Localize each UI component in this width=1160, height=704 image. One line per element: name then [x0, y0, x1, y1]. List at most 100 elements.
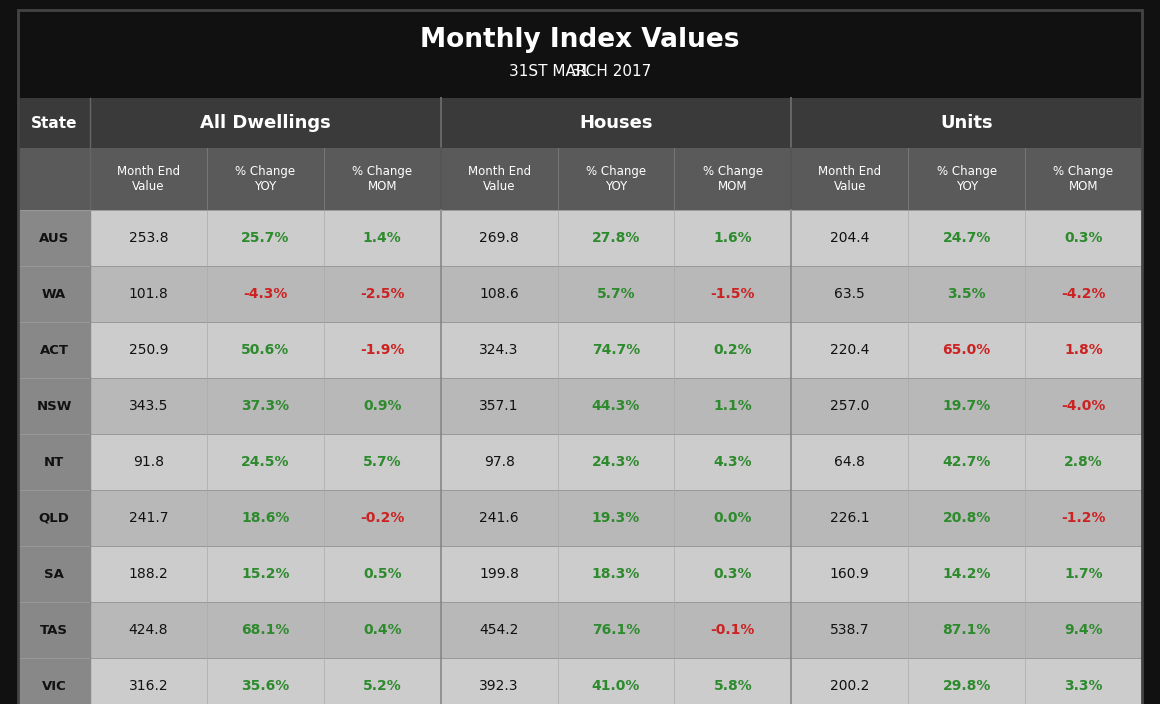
- Text: QLD: QLD: [38, 512, 70, 524]
- Text: Month End
Value: Month End Value: [818, 165, 882, 193]
- Text: TAS: TAS: [39, 624, 68, 636]
- Text: 269.8: 269.8: [479, 231, 519, 245]
- Text: 87.1%: 87.1%: [942, 623, 991, 637]
- Text: 97.8: 97.8: [484, 455, 515, 469]
- Text: 3.5%: 3.5%: [948, 287, 986, 301]
- Text: 257.0: 257.0: [831, 399, 870, 413]
- Bar: [19, 210, 1141, 266]
- Text: % Change
MOM: % Change MOM: [353, 165, 412, 193]
- Text: 41.0%: 41.0%: [592, 679, 640, 693]
- Text: ACT: ACT: [39, 344, 68, 356]
- Text: 538.7: 538.7: [831, 623, 870, 637]
- Text: 0.3%: 0.3%: [1065, 231, 1103, 245]
- Text: 424.8: 424.8: [129, 623, 168, 637]
- Text: All Dwellings: All Dwellings: [200, 114, 331, 132]
- Text: 68.1%: 68.1%: [241, 623, 290, 637]
- Bar: [19, 658, 1141, 704]
- Bar: [19, 602, 90, 658]
- Bar: [19, 266, 90, 322]
- Text: 0.0%: 0.0%: [713, 511, 752, 525]
- Text: 5.2%: 5.2%: [363, 679, 401, 693]
- Bar: [19, 266, 1141, 322]
- Text: 1.8%: 1.8%: [1064, 343, 1103, 357]
- Bar: [19, 602, 1141, 658]
- Text: 1.7%: 1.7%: [1064, 567, 1103, 581]
- Text: VIC: VIC: [42, 679, 66, 693]
- Text: 324.3: 324.3: [479, 343, 519, 357]
- Text: 24.5%: 24.5%: [241, 455, 290, 469]
- Text: -2.5%: -2.5%: [360, 287, 405, 301]
- Text: 74.7%: 74.7%: [592, 343, 640, 357]
- Text: -4.0%: -4.0%: [1061, 399, 1105, 413]
- Text: 24.3%: 24.3%: [592, 455, 640, 469]
- Text: 9.4%: 9.4%: [1064, 623, 1103, 637]
- Bar: [19, 546, 1141, 602]
- Text: -0.2%: -0.2%: [360, 511, 405, 525]
- Text: 188.2: 188.2: [129, 567, 168, 581]
- Text: -1.2%: -1.2%: [1061, 511, 1105, 525]
- Text: 250.9: 250.9: [129, 343, 168, 357]
- Text: 25.7%: 25.7%: [241, 231, 290, 245]
- Text: 5.7%: 5.7%: [596, 287, 636, 301]
- Text: 91.8: 91.8: [133, 455, 164, 469]
- Text: SA: SA: [44, 567, 64, 581]
- Text: 0.9%: 0.9%: [363, 399, 401, 413]
- Text: % Change
MOM: % Change MOM: [1053, 165, 1114, 193]
- Text: 199.8: 199.8: [479, 567, 519, 581]
- Text: 316.2: 316.2: [129, 679, 168, 693]
- Text: 343.5: 343.5: [129, 399, 168, 413]
- Text: 200.2: 200.2: [831, 679, 870, 693]
- Text: 63.5: 63.5: [834, 287, 865, 301]
- Text: Houses: Houses: [579, 114, 653, 132]
- Text: 1.6%: 1.6%: [713, 231, 752, 245]
- Text: 2.8%: 2.8%: [1064, 455, 1103, 469]
- Text: 31: 31: [571, 64, 589, 79]
- Text: 76.1%: 76.1%: [592, 623, 640, 637]
- Text: NT: NT: [44, 455, 64, 468]
- Text: 31ST MARCH 2017: 31ST MARCH 2017: [509, 64, 651, 79]
- Text: WA: WA: [42, 287, 66, 301]
- Text: 44.3%: 44.3%: [592, 399, 640, 413]
- Text: 454.2: 454.2: [479, 623, 519, 637]
- Text: NSW: NSW: [36, 399, 72, 413]
- Text: 4.3%: 4.3%: [713, 455, 752, 469]
- Text: 1.1%: 1.1%: [713, 399, 753, 413]
- Text: -0.1%: -0.1%: [711, 623, 755, 637]
- Text: 357.1: 357.1: [479, 399, 519, 413]
- Text: % Change
YOY: % Change YOY: [936, 165, 996, 193]
- Text: % Change
YOY: % Change YOY: [235, 165, 296, 193]
- Bar: [19, 658, 90, 704]
- Text: 50.6%: 50.6%: [241, 343, 290, 357]
- Text: Units: Units: [941, 114, 993, 132]
- Bar: [19, 490, 1141, 546]
- Text: 392.3: 392.3: [479, 679, 519, 693]
- Text: State: State: [31, 115, 78, 130]
- Bar: [19, 378, 1141, 434]
- Text: 0.4%: 0.4%: [363, 623, 401, 637]
- Bar: [19, 322, 1141, 378]
- Text: Month End
Value: Month End Value: [117, 165, 180, 193]
- Text: 204.4: 204.4: [831, 231, 870, 245]
- Text: 5.8%: 5.8%: [713, 679, 753, 693]
- Bar: [19, 378, 90, 434]
- Bar: [19, 98, 1141, 148]
- Text: 226.1: 226.1: [829, 511, 870, 525]
- Bar: [19, 148, 1141, 210]
- Text: 241.7: 241.7: [129, 511, 168, 525]
- Text: 65.0%: 65.0%: [943, 343, 991, 357]
- Text: AUS: AUS: [39, 232, 70, 244]
- Text: 5.7%: 5.7%: [363, 455, 401, 469]
- Text: Month End
Value: Month End Value: [467, 165, 530, 193]
- Text: 160.9: 160.9: [829, 567, 870, 581]
- Bar: [19, 434, 1141, 490]
- Text: 108.6: 108.6: [479, 287, 519, 301]
- Text: 64.8: 64.8: [834, 455, 865, 469]
- Bar: [19, 490, 90, 546]
- Text: 20.8%: 20.8%: [942, 511, 991, 525]
- Text: 1.4%: 1.4%: [363, 231, 401, 245]
- Bar: [19, 10, 1141, 98]
- Text: Monthly Index Values: Monthly Index Values: [420, 27, 740, 53]
- Bar: [19, 434, 90, 490]
- Text: 0.3%: 0.3%: [713, 567, 752, 581]
- Text: 42.7%: 42.7%: [942, 455, 991, 469]
